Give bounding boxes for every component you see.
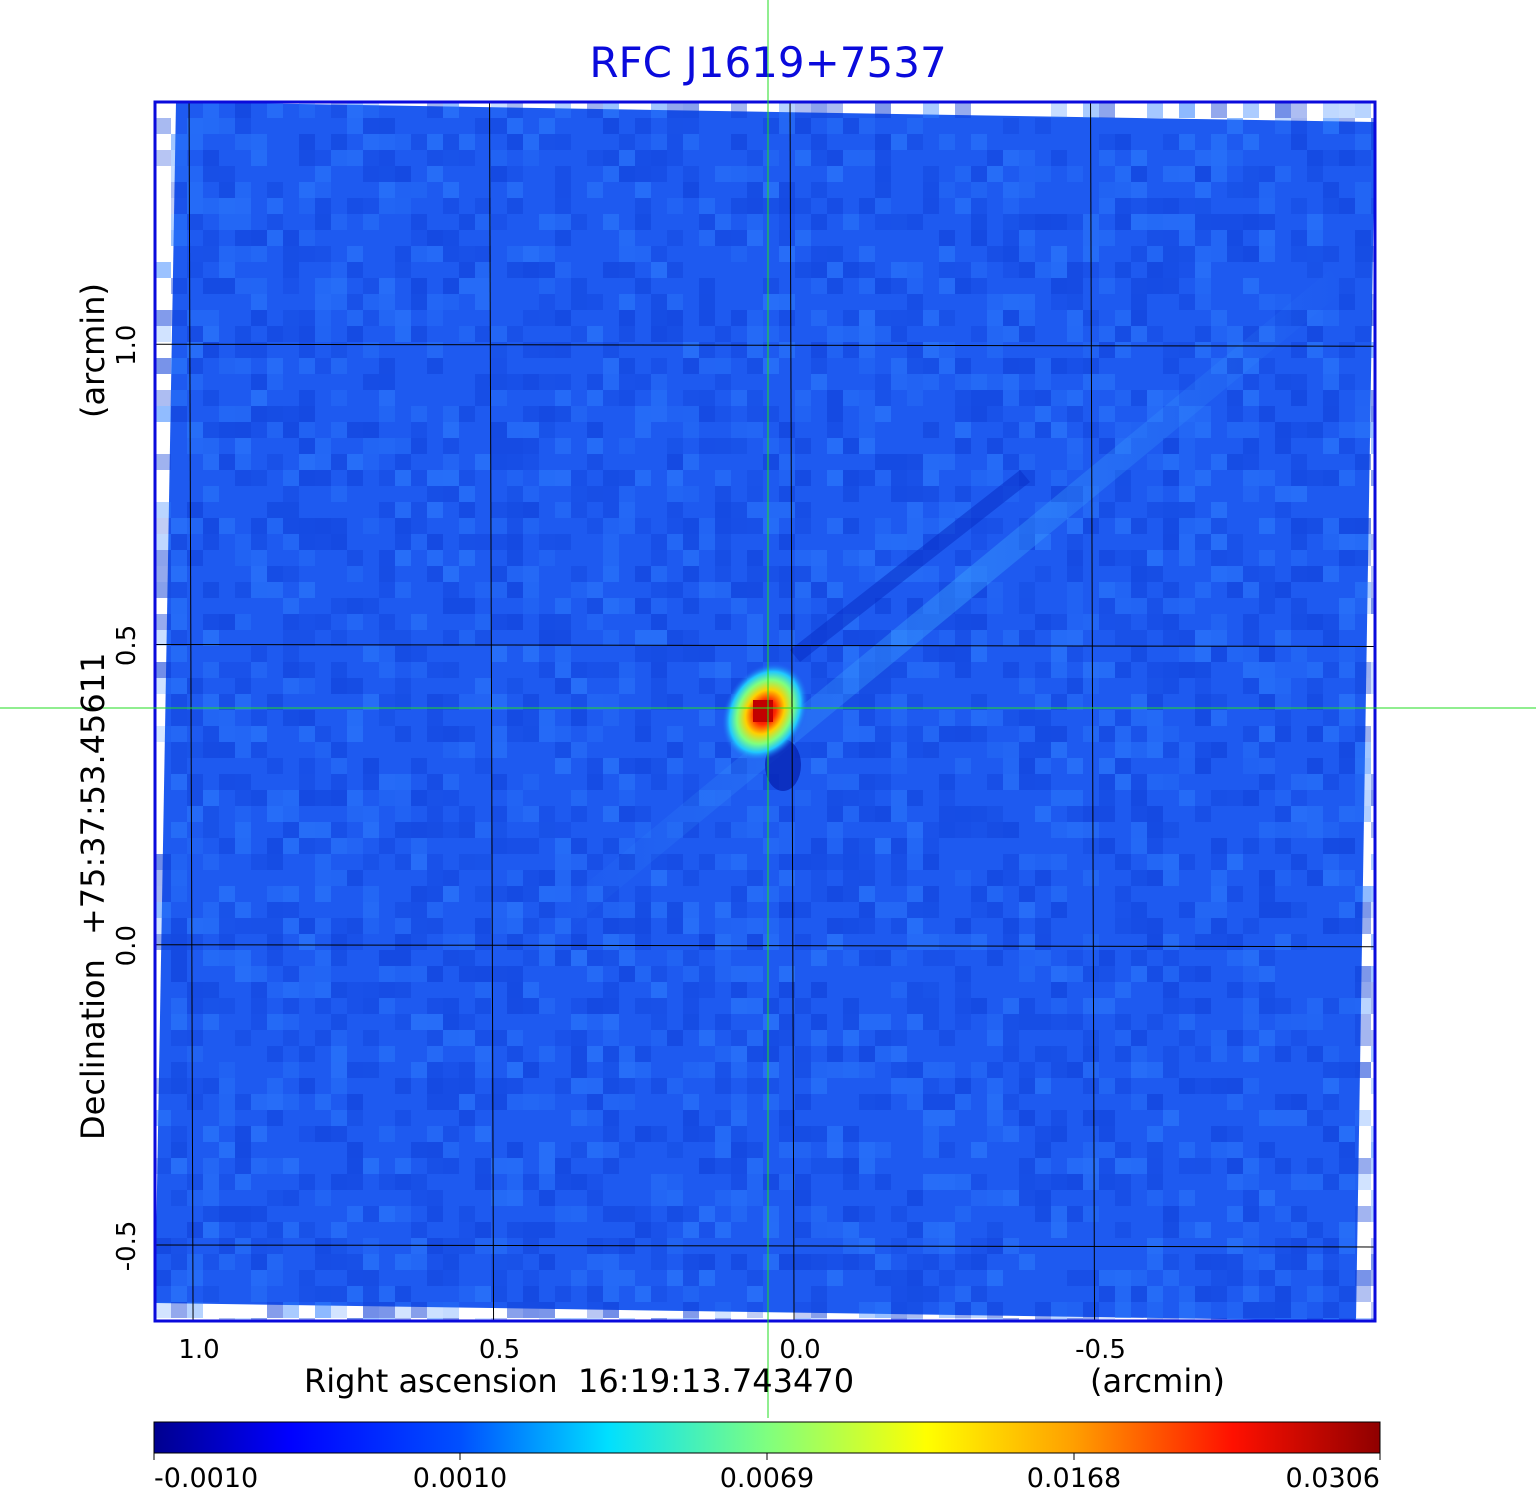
y-tick-label: -0.5 <box>112 1221 142 1272</box>
x-tick-label: 0.0 <box>779 1335 820 1365</box>
x-axis-title-prefix: Right ascension <box>304 1362 558 1400</box>
y-axis-unit: (arcmin) <box>74 283 112 418</box>
x-tick-label: 0.5 <box>479 1335 520 1365</box>
grid-line-x <box>789 102 795 1321</box>
colorbar-tick-label: 0.0168 <box>1027 1463 1121 1494</box>
grid-line-x <box>188 102 194 1321</box>
colorbar <box>153 1421 1381 1454</box>
colorbar-tick-label: 0.0010 <box>413 1463 507 1494</box>
grid-line-y <box>155 343 1375 347</box>
colorbar-tick-label: 0.0306 <box>1286 1463 1380 1494</box>
grid-line-y <box>155 643 1375 647</box>
x-axis-title-value: 16:19:13.743470 <box>578 1362 854 1400</box>
sidelobe-dark-streak <box>790 470 1030 662</box>
y-tick-label: 0.5 <box>112 625 142 666</box>
y-tick-label: 1.0 <box>112 325 142 366</box>
x-tick-label: -0.5 <box>1075 1335 1126 1365</box>
plot-frame <box>153 100 1377 1323</box>
y-tick-label: 0.0 <box>112 925 142 966</box>
colorbar-tick-label: 0.0069 <box>720 1463 814 1494</box>
grid-line-x <box>1090 102 1096 1321</box>
grid-line-y <box>155 1244 1375 1248</box>
colorbar-tick-label: -0.0010 <box>154 1463 258 1494</box>
grid-line-x <box>489 102 495 1321</box>
y-axis-title-prefix: Declination <box>74 959 112 1140</box>
x-axis-unit: (arcmin) <box>1090 1362 1225 1400</box>
grid-line-y <box>155 944 1375 948</box>
x-tick-label: 1.0 <box>178 1335 219 1365</box>
coordinate-grid <box>155 102 1375 1321</box>
y-axis-title-value: +75:37:53.45611 <box>74 653 112 936</box>
